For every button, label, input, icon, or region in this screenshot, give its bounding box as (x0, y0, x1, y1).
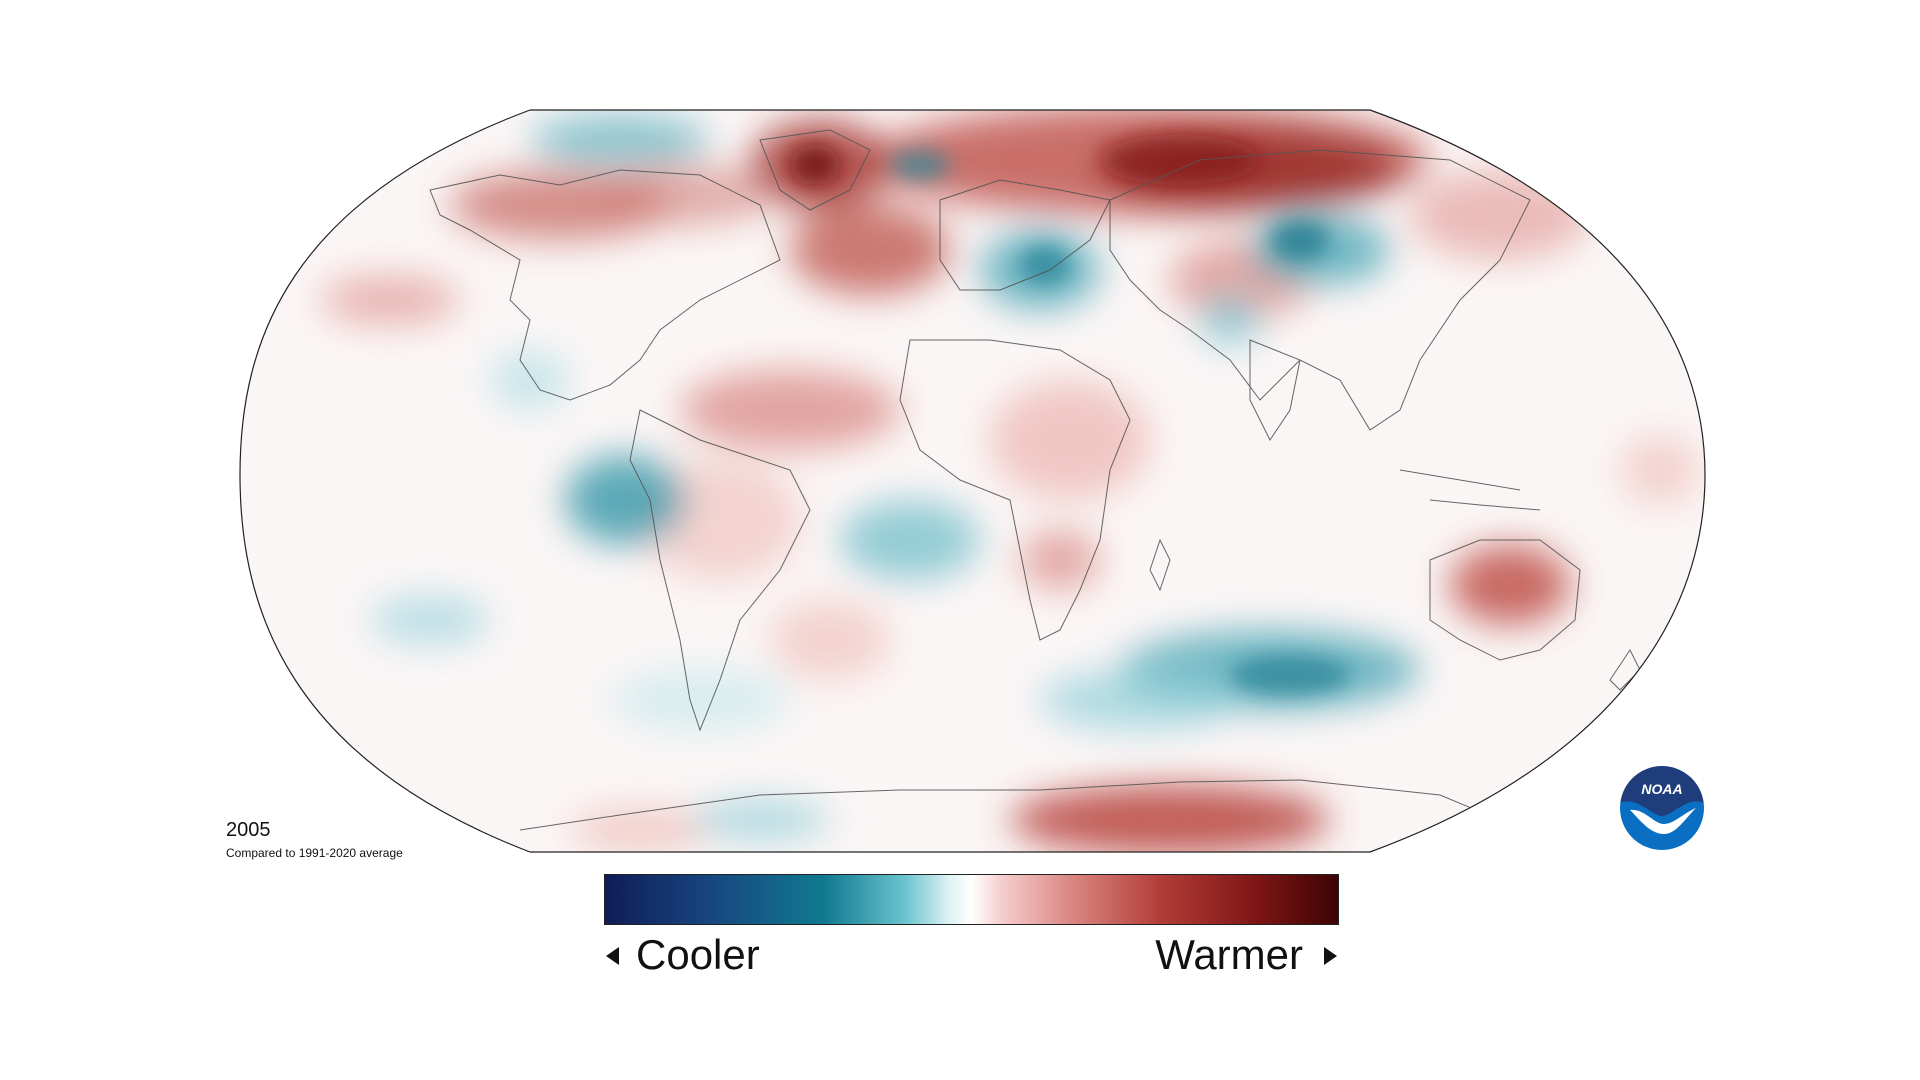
coastlines (429, 129, 1641, 831)
noaa-logo-text: NOAA (1641, 781, 1682, 797)
right-triangle-icon (1324, 947, 1337, 965)
anomaly-field (240, 110, 1705, 852)
cooler-label: Cooler (636, 931, 760, 978)
color-scale-bar (604, 874, 1339, 925)
warmer-label: Warmer (1155, 931, 1303, 978)
year-label: 2005 (226, 819, 271, 841)
noaa-bird-icon: NOAA (1618, 764, 1706, 852)
baseline-note: Compared to 1991-2020 average (226, 846, 403, 860)
left-triangle-icon (606, 947, 619, 965)
legend: Cooler Warmer (604, 930, 1339, 980)
map-border (239, 109, 1706, 853)
